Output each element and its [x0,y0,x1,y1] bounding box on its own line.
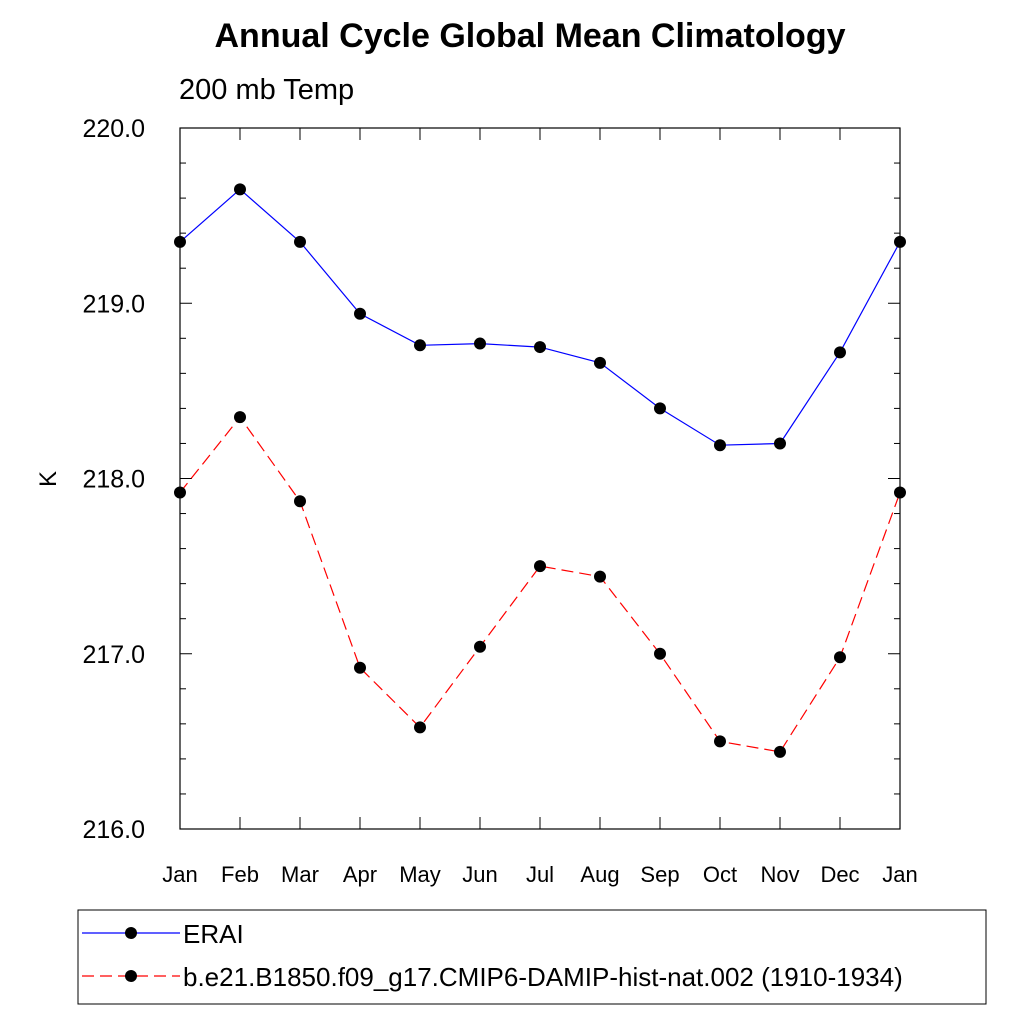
axis-ticks [179,127,901,830]
series-line-1 [179,416,901,753]
data-point-1 [354,661,366,674]
data-point-1 [174,486,186,499]
data-point-0 [354,307,366,320]
data-point-0 [714,439,726,452]
data-point-0 [474,337,486,350]
y-tick-label: 218.0 [82,466,145,494]
data-point-0 [594,356,606,369]
legend-item-model: b.e21.B1850.f09_g17.CMIP6-DAMIP-hist-nat… [82,962,903,992]
y-axis-label: K [35,471,62,487]
y-tick-label: 220.0 [82,115,145,143]
series-line-0 [179,188,901,446]
y-tick-label: 219.0 [82,290,145,318]
x-tick-label: Jan [882,862,917,887]
data-point-1 [414,721,426,734]
data-point-0 [294,235,306,248]
data-point-1 [654,647,666,660]
series-layer [174,183,906,758]
x-tick-label: Jan [162,862,197,887]
x-tick-label: Mar [281,862,319,887]
y-tick-label: 216.0 [82,816,145,844]
data-point-1 [714,735,726,748]
data-point-1 [534,560,546,573]
data-point-1 [594,570,606,583]
data-point-1 [894,486,906,499]
x-tick-label: Dec [820,862,859,887]
x-tick-label: Sep [640,862,679,887]
legend-marker-model [125,970,137,982]
legend-label-model: b.e21.B1850.f09_g17.CMIP6-DAMIP-hist-nat… [183,962,903,992]
plot-frame [179,127,901,830]
x-tick-label: Apr [343,862,377,887]
data-point-1 [774,745,786,758]
x-tick-label: May [399,862,441,887]
data-point-0 [894,235,906,248]
data-point-1 [834,651,846,664]
x-tick-label: Oct [703,862,737,887]
data-point-0 [534,341,546,354]
data-point-0 [234,183,246,196]
data-point-1 [294,495,306,508]
x-tick-label: Jul [526,862,554,887]
x-tick-label: Aug [580,862,619,887]
legend-item-erai: ERAI [82,919,244,949]
data-point-0 [654,402,666,415]
data-point-0 [774,437,786,450]
data-point-1 [234,411,246,424]
y-tick-label: 217.0 [82,641,145,669]
legend-box [77,909,987,1005]
legend-label-erai: ERAI [183,919,244,949]
chart-title: Annual Cycle Global Mean Climatology [215,17,846,55]
x-tick-labels: Jan Feb Mar Apr May Jun Jul Aug Sep Oct Nov Dec Jan [162,862,917,887]
chart-subtitle: 200 mb Temp [179,74,354,106]
x-tick-label: Nov [760,862,799,887]
data-point-1 [474,640,486,653]
data-point-0 [414,339,426,352]
data-point-0 [834,346,846,359]
y-tick-labels: 216.0 217.0 218.0 219.0 220.0 [82,115,145,844]
x-tick-label: Jun [462,862,497,887]
data-point-0 [174,235,186,248]
x-tick-label: Feb [221,862,259,887]
legend-marker-erai [125,927,137,939]
